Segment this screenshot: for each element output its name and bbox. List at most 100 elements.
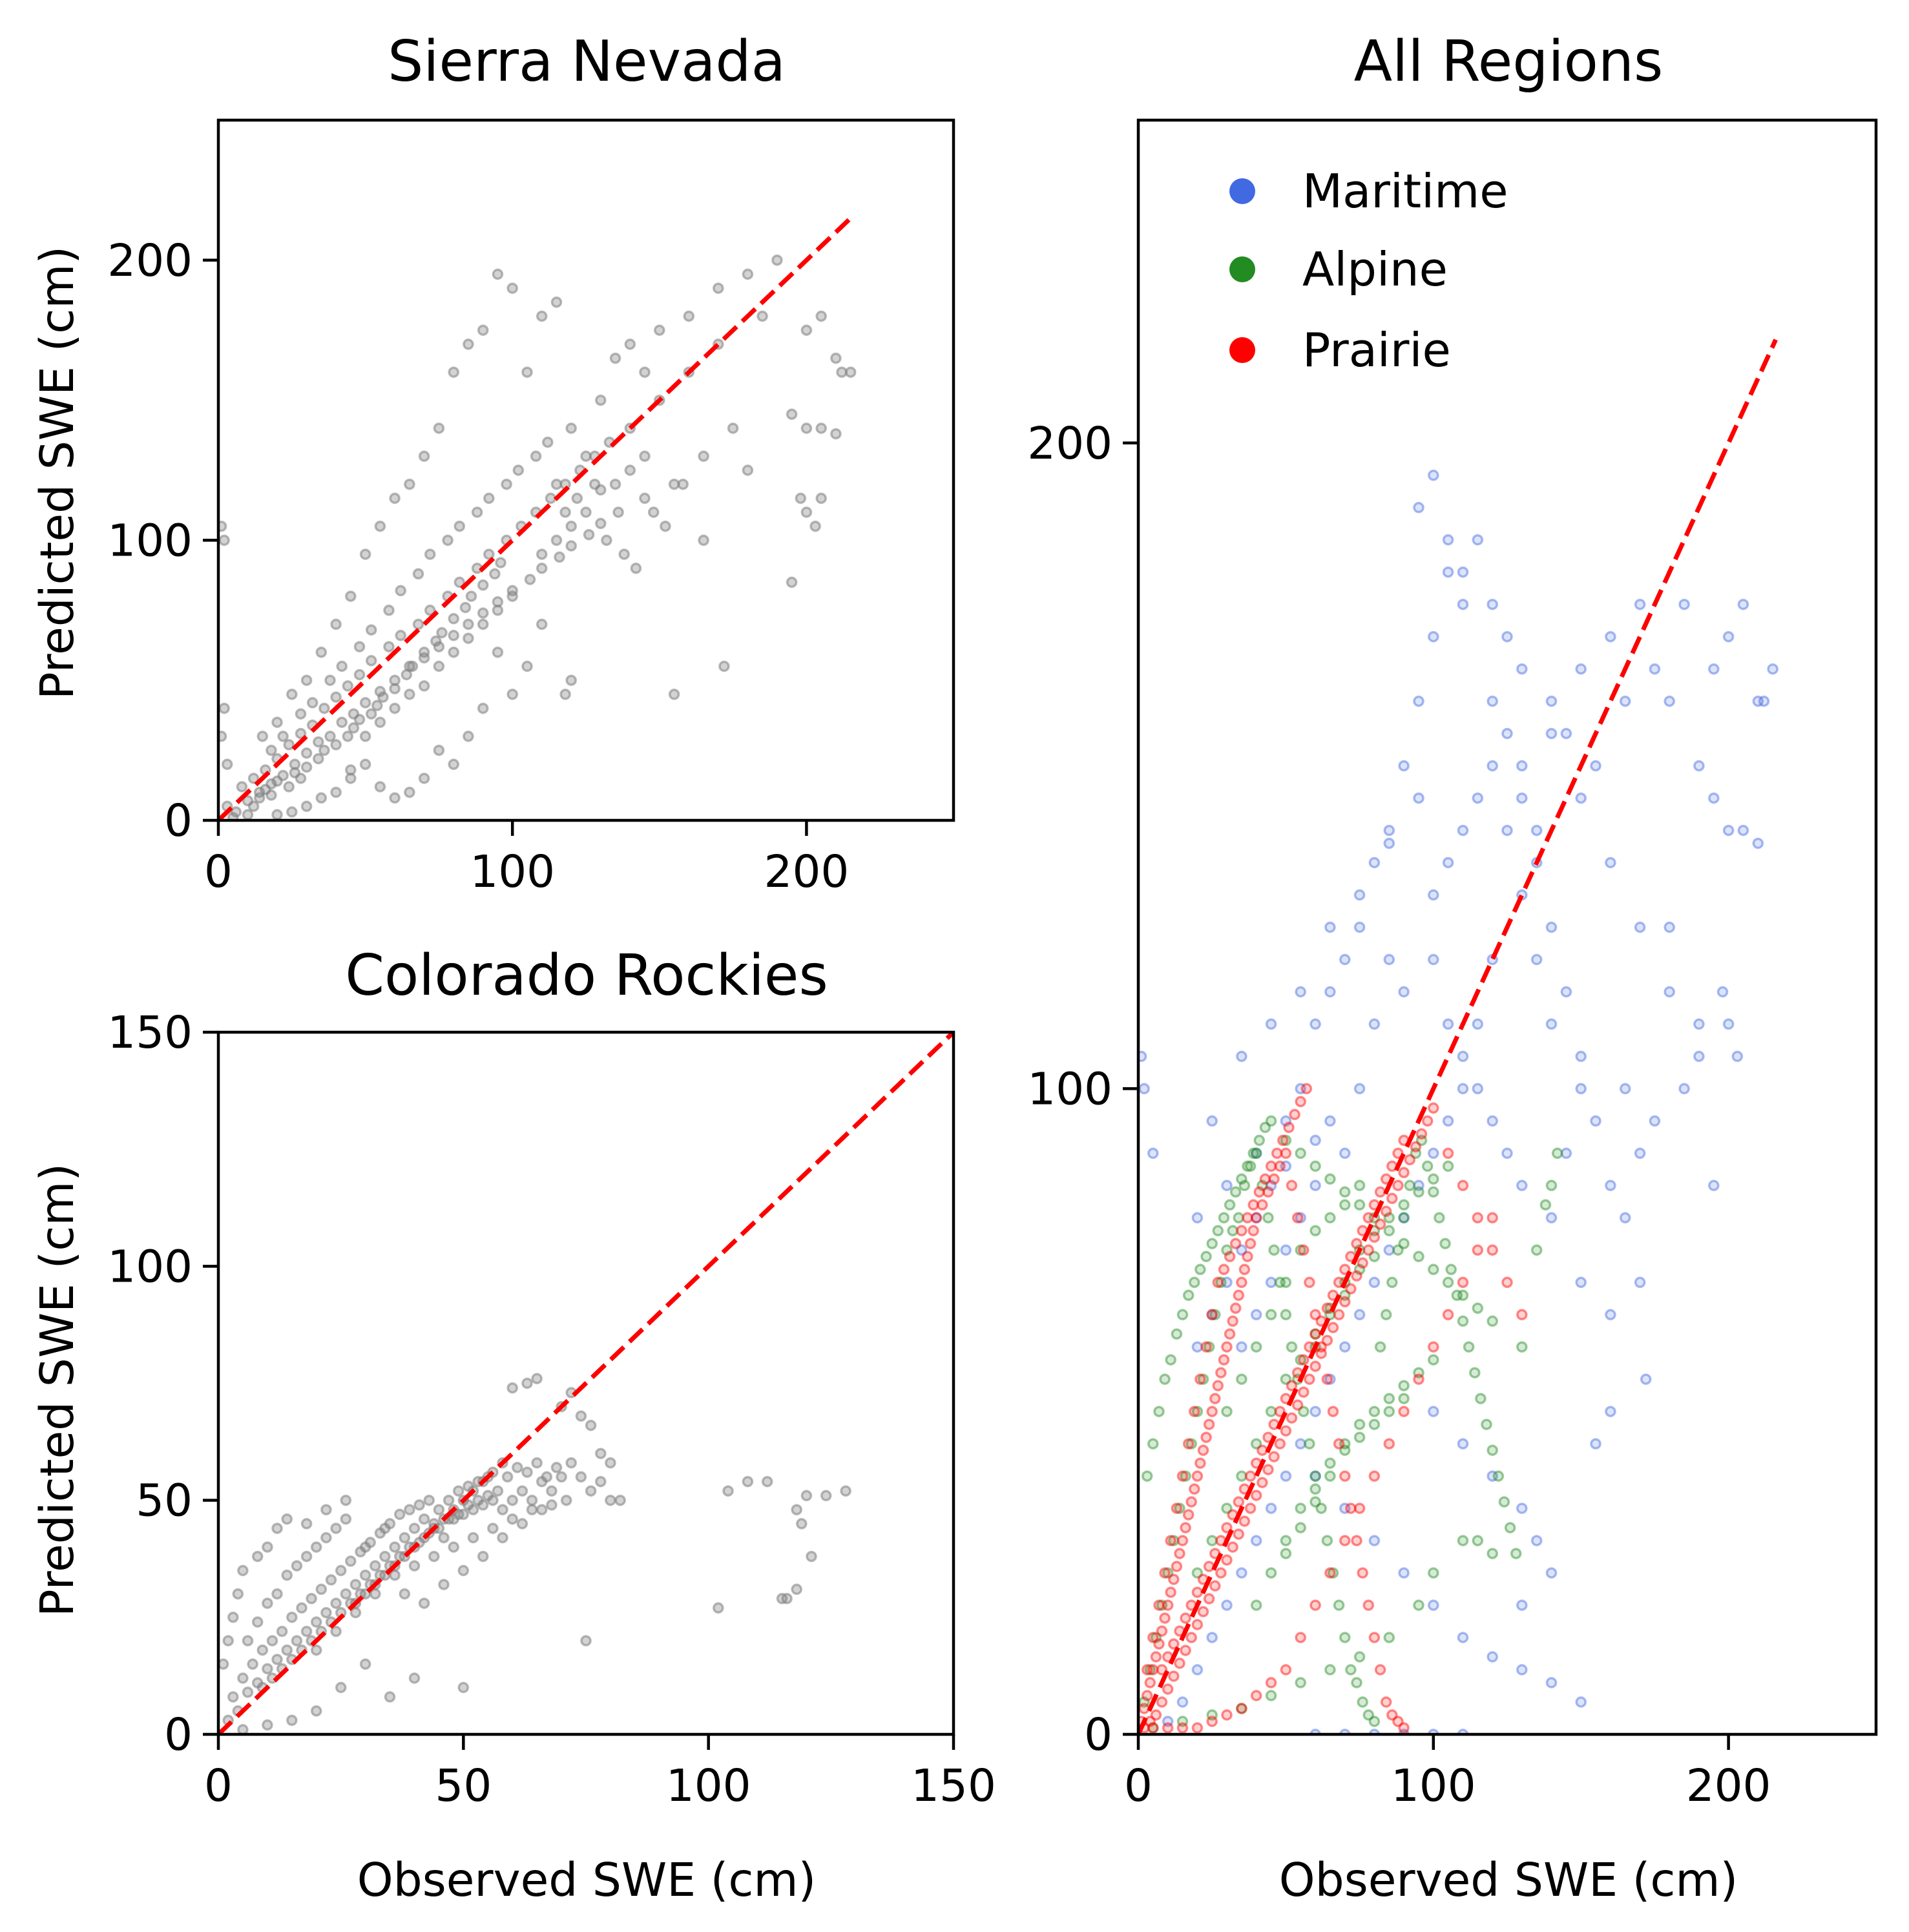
prairie-point [1138,1703,1150,1714]
prairie-point [1203,1418,1215,1430]
alpine-point [1236,1470,1247,1482]
alpine-point [1345,1664,1357,1676]
prairie-point [1185,1632,1197,1643]
maritime-point [1545,695,1558,707]
colorado-point [463,1499,474,1511]
colorado-point [541,1471,553,1483]
colorado-point [345,1555,357,1567]
prairie-point [1189,1406,1200,1417]
prairie-point [1398,1167,1410,1179]
sierra-point [433,744,445,756]
prairie-point [1383,1438,1395,1449]
alpine-point [1442,1160,1454,1172]
prairie-point [1415,1128,1428,1140]
sierra-point [404,478,415,490]
alpine-point [1339,1632,1351,1643]
sierra-point [459,601,472,614]
prairie-point [1203,1593,1215,1605]
alpine-point [1244,1160,1257,1172]
colorado-point [310,1541,322,1553]
prairie-point [1289,1108,1300,1121]
maritime-point [1206,1115,1218,1127]
colorado-point [393,1550,406,1563]
alpine-point [1162,1567,1174,1579]
maritime-point [1265,1179,1277,1192]
alpine-point [1280,1535,1292,1546]
prairie-point [1153,1638,1165,1650]
alpine-point [1357,1696,1368,1708]
alpine-point [1374,1341,1386,1353]
maritime-point [1295,1212,1306,1224]
maritime-point [1472,792,1484,804]
colorado-point [300,1625,313,1637]
sierra-point [465,590,477,602]
maritime-point [1368,857,1381,869]
sierra-point [271,775,283,787]
alpine-point [1442,1276,1454,1289]
alpine-point [1324,1470,1336,1482]
prairie-point [1368,1470,1381,1482]
sierra-point [330,691,342,703]
sierra-point [315,647,328,658]
sierra-point [565,674,577,686]
maritime-point [1722,1018,1735,1030]
colorado-point [585,1419,597,1431]
maritime-point [1575,663,1587,675]
alpine-point [1551,1147,1563,1159]
sierra-identity-line [218,213,855,820]
sierra-point [489,568,501,580]
alpine-point [1516,1341,1528,1353]
maritime-point [1575,1083,1587,1095]
colorado-point [310,1616,322,1628]
maritime-point [1413,695,1424,707]
alpine-point [1339,1289,1351,1302]
alpine-point [1238,1179,1251,1192]
sierra-point [492,268,504,280]
sierra-point [374,520,386,532]
alpine-point [1362,1709,1375,1721]
colorado-point [335,1681,347,1694]
prairie-point [1215,1567,1227,1579]
colorado-point [330,1597,342,1609]
maritime-point [1250,1212,1262,1224]
colorado-point [796,1518,808,1530]
alpine-point [1227,1225,1238,1237]
alpine-point [1250,1147,1262,1159]
colorado-point [399,1532,411,1544]
maritime-point [1339,953,1351,966]
alpine-point [1180,1470,1191,1482]
alpine-point [1530,1244,1543,1256]
prairie-point [1247,1199,1259,1211]
alpine-point [1265,1690,1277,1701]
prairie-point [1141,1664,1153,1676]
colorado-point [370,1588,381,1600]
prairie-point [1180,1645,1191,1656]
prairie-point [1362,1212,1375,1224]
maritime-point [1339,1502,1351,1514]
maritime-point [1206,1309,1218,1321]
sierra-point [424,605,436,616]
prairie-point [1182,1438,1194,1449]
alpine-point [1182,1289,1194,1302]
prairie-point [1244,1238,1257,1250]
sierra-point [595,394,607,406]
prairie-point [1209,1580,1221,1592]
sierra-point [477,702,489,714]
all-x-tick-label: 0 [1124,1760,1153,1812]
maritime-point [1487,1115,1498,1127]
prairie-point [1221,1341,1233,1353]
sierra-point [330,618,342,630]
alpine-point [1295,1147,1306,1159]
maritime-point [1236,1050,1247,1063]
prairie-point [1351,1535,1362,1546]
sierra-point [300,800,313,813]
alpine-point [1368,1406,1381,1417]
maritime-point [1640,1373,1652,1385]
prairie-point [1176,1722,1189,1734]
colorado-point [742,1475,754,1488]
alpine-point [1398,1238,1410,1250]
colorado-point [349,1606,362,1619]
colorado-point [310,1644,322,1656]
sierra-point [448,630,459,641]
prairie-point [1304,1276,1315,1289]
